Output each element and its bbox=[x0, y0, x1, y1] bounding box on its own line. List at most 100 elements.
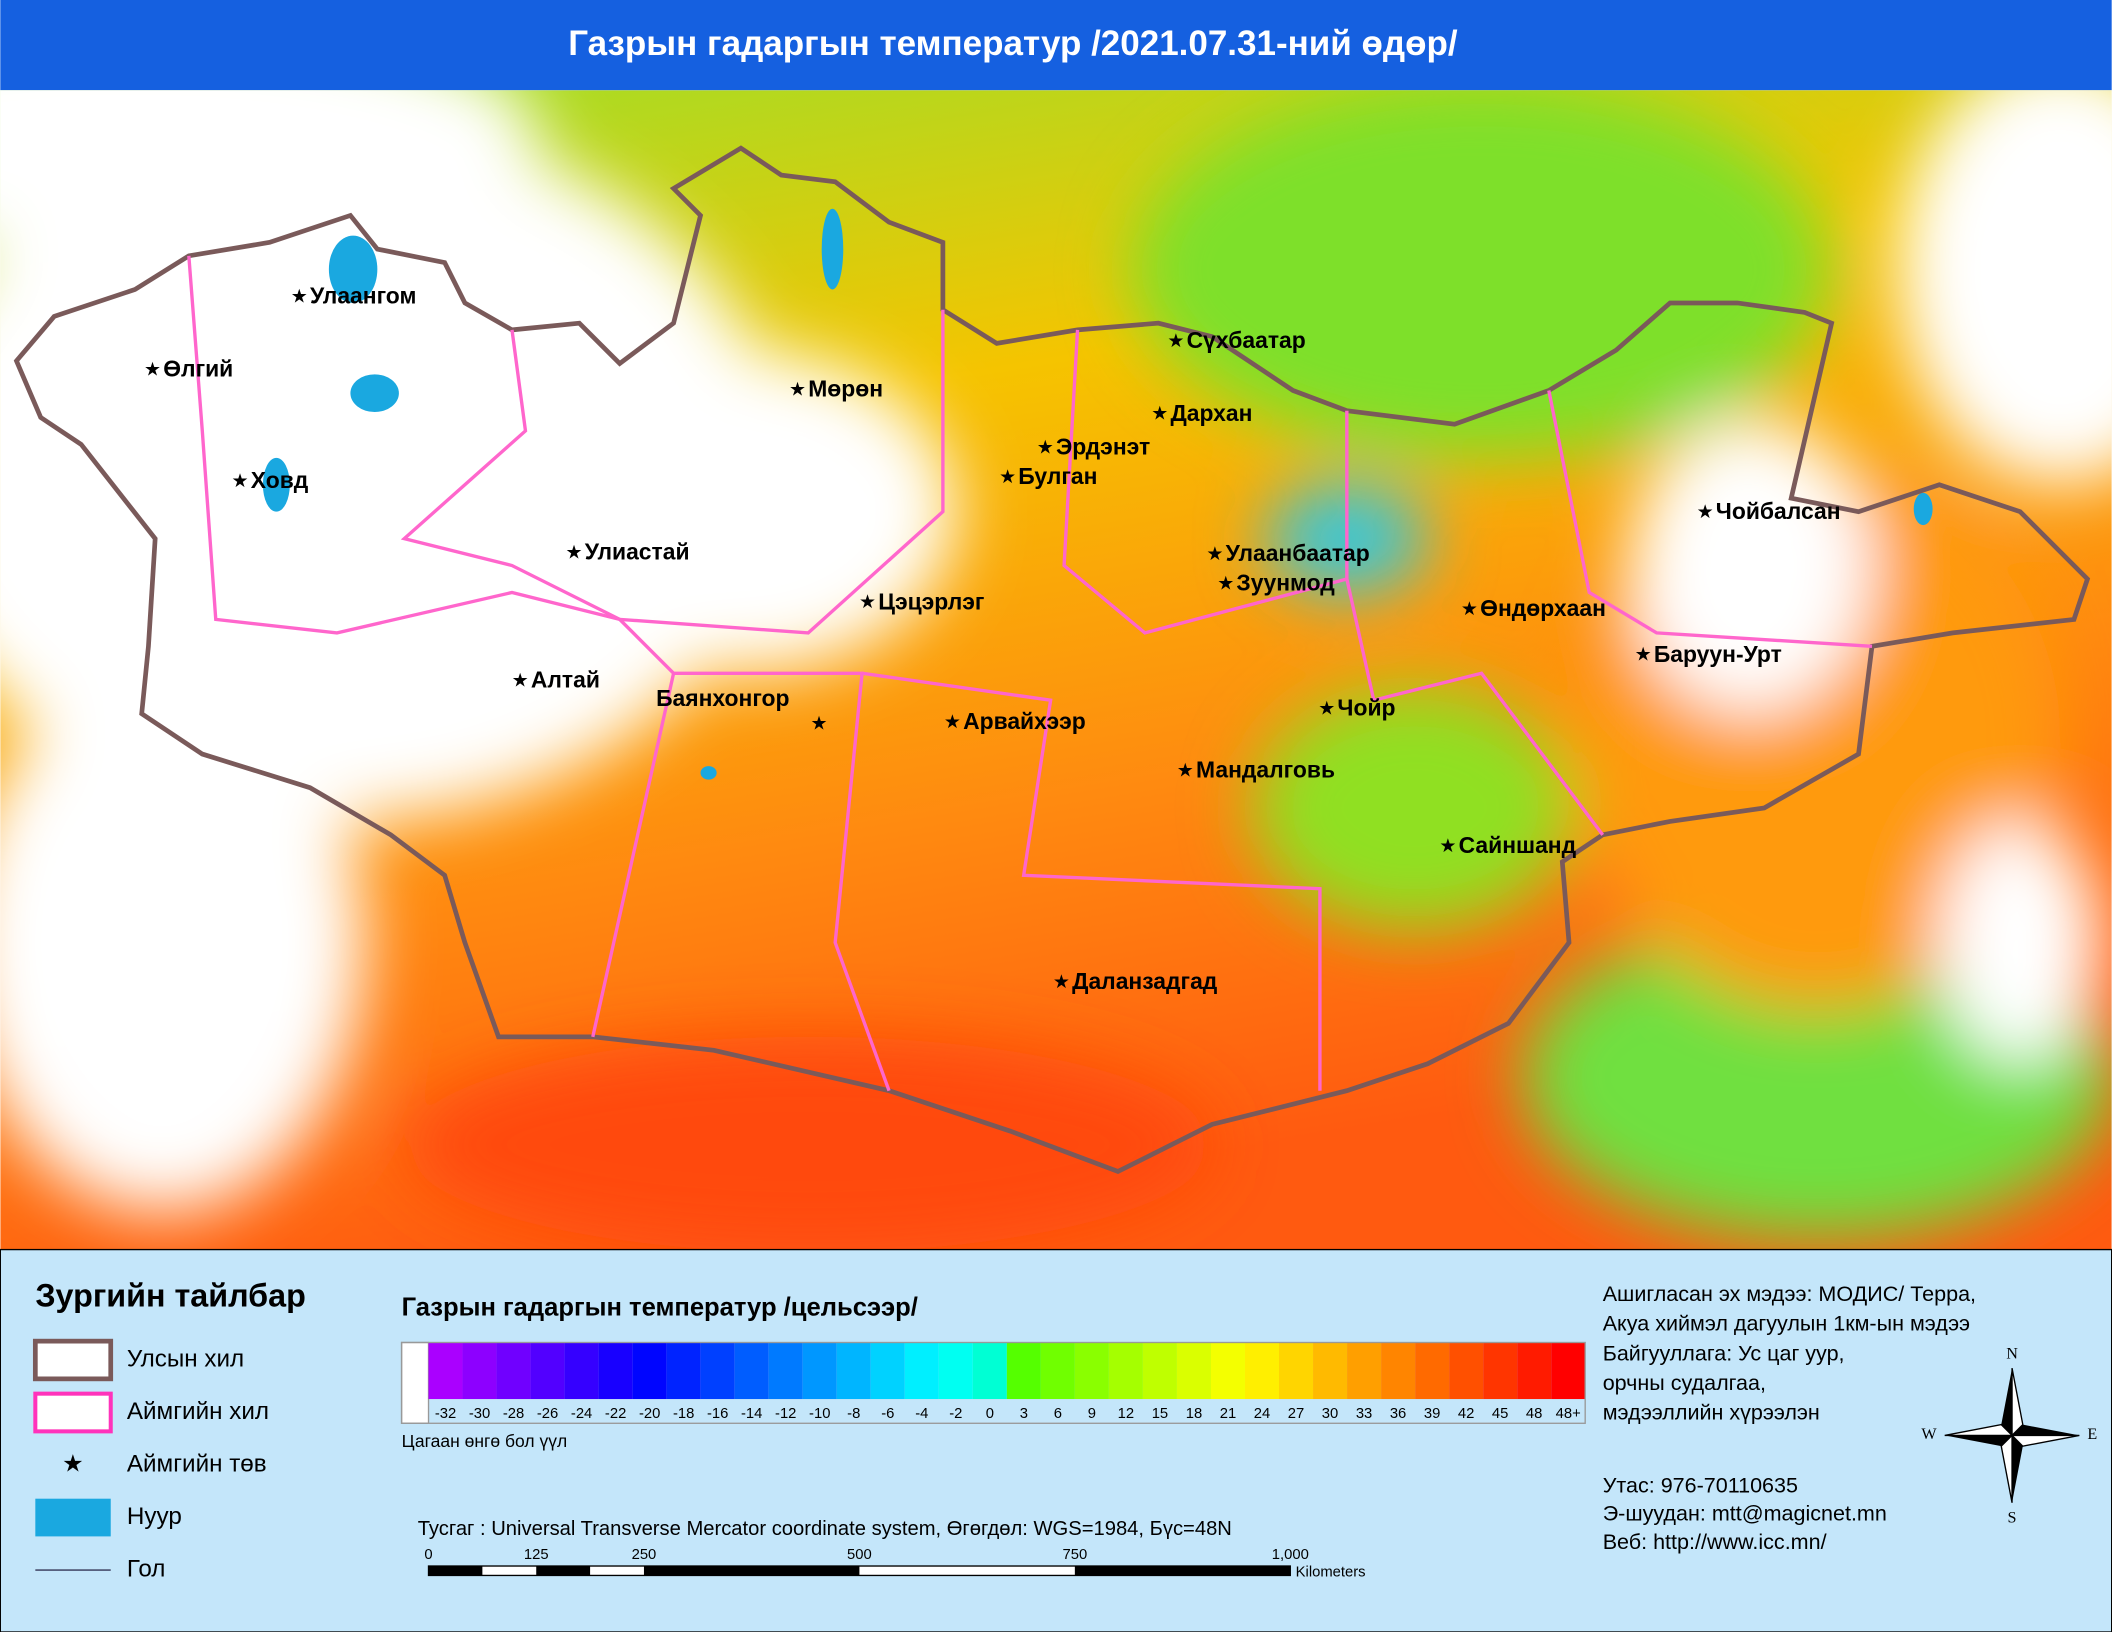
city-label: Ховд bbox=[251, 467, 309, 493]
city-star: ★ bbox=[1151, 403, 1168, 424]
colorbar-cell bbox=[1074, 1342, 1109, 1400]
colorbar-cell bbox=[598, 1342, 633, 1400]
city-star: ★ bbox=[944, 711, 961, 732]
colorbar-label: -12 bbox=[775, 1406, 796, 1422]
city-label: Чойбалсан bbox=[1716, 498, 1841, 524]
header bbox=[0, 0, 2112, 91]
colorbar-label: 0 bbox=[986, 1406, 994, 1422]
colorbar-label: 39 bbox=[1424, 1406, 1440, 1422]
colorbar-note: Цагаан өнгө бол үүл bbox=[402, 1431, 568, 1451]
compass-label: E bbox=[2087, 1426, 2097, 1443]
city-star: ★ bbox=[859, 591, 876, 612]
colorbar-label: -2 bbox=[949, 1406, 962, 1422]
contact-line: Утас: 976-70110635 bbox=[1603, 1473, 1798, 1497]
legend-item: Нуур bbox=[127, 1503, 182, 1530]
colorbar-cell bbox=[802, 1342, 837, 1400]
colorbar-label: -6 bbox=[881, 1406, 894, 1422]
city-label: Өндөрхаан bbox=[1480, 595, 1606, 621]
colorbar-cell bbox=[1142, 1342, 1177, 1400]
colorbar-cell bbox=[1006, 1342, 1041, 1400]
colorbar-cell bbox=[1517, 1342, 1552, 1400]
city-star: ★ bbox=[565, 541, 582, 562]
legend-swatch bbox=[32, 1338, 114, 1382]
colorbar-cell bbox=[530, 1342, 565, 1400]
colorbar-cell bbox=[938, 1342, 973, 1400]
colorbar-cell bbox=[1210, 1342, 1245, 1400]
colorbar-label: -24 bbox=[571, 1406, 592, 1422]
colorbar-label: 9 bbox=[1088, 1406, 1096, 1422]
city-label: Баянхонгор bbox=[656, 685, 789, 711]
source-line: Акуа хиймэл дагуулын 1км-ын мэдээ bbox=[1603, 1312, 1970, 1336]
source-line: Байгууллага: Ус цаг уур, bbox=[1603, 1341, 1845, 1365]
city-star: ★ bbox=[1461, 598, 1478, 619]
scalebar-label: 0 bbox=[424, 1547, 432, 1563]
colorbar-label: 36 bbox=[1390, 1406, 1406, 1422]
scalebar-segment bbox=[1074, 1566, 1291, 1576]
colorbar-cell bbox=[700, 1342, 735, 1400]
city-label: Чойр bbox=[1337, 695, 1395, 721]
city-label: Мандалговь bbox=[1196, 757, 1335, 783]
city-label: Сайншанд bbox=[1459, 832, 1577, 858]
city-star: ★ bbox=[1697, 501, 1714, 522]
compass-label: N bbox=[2006, 1345, 2018, 1362]
scalebar-label: 1,000 bbox=[1272, 1547, 1309, 1563]
city-star: ★ bbox=[1206, 543, 1223, 564]
legend-swatch bbox=[33, 1391, 113, 1434]
colorbar-label: -16 bbox=[707, 1406, 728, 1422]
city-star: ★ bbox=[291, 286, 308, 307]
colorbar-label: 30 bbox=[1322, 1406, 1338, 1422]
colorbar-cell bbox=[428, 1342, 463, 1400]
legend-item: Аймгийн хил bbox=[127, 1398, 269, 1425]
colorbar-cell bbox=[496, 1342, 531, 1400]
colorbar-label: -8 bbox=[847, 1406, 860, 1422]
contact-line: Э-шуудан: mtt@magicnet.mn bbox=[1603, 1502, 1887, 1526]
city-label: Улиастай bbox=[585, 538, 690, 564]
source-line: Ашигласан эх мэдээ: МОДИС/ Терра, bbox=[1603, 1282, 1976, 1306]
colorbar-cell bbox=[836, 1342, 871, 1400]
projection: Тусгаг : Universal Transverse Mercator c… bbox=[418, 1518, 1232, 1540]
colorbar-frame bbox=[400, 1341, 1586, 1424]
city-label: Сүхбаатар bbox=[1187, 327, 1306, 353]
contact-line: Веб: http://www.icc.mn/ bbox=[1603, 1530, 1827, 1554]
city-label: Цэцэрлэг bbox=[878, 588, 984, 614]
city-star: ★ bbox=[999, 466, 1016, 487]
city-label: Дархан bbox=[1170, 400, 1252, 426]
colorbar-cell bbox=[1483, 1342, 1518, 1400]
city-label: Өлгий bbox=[163, 355, 233, 381]
colorbar-cell bbox=[904, 1342, 939, 1400]
city-star: ★ bbox=[512, 669, 529, 690]
colorbar-label: 48 bbox=[1526, 1406, 1542, 1422]
colorbar-cell bbox=[1108, 1342, 1143, 1400]
colorbar-label: -22 bbox=[605, 1406, 626, 1422]
colorbar-cell bbox=[1347, 1342, 1382, 1400]
colorbar-label: 18 bbox=[1186, 1406, 1202, 1422]
city-star: ★ bbox=[1177, 760, 1194, 781]
city-star: ★ bbox=[232, 470, 249, 491]
colorbar-label: 27 bbox=[1288, 1406, 1304, 1422]
colorbar-cell bbox=[1279, 1342, 1314, 1400]
colorbar-cell bbox=[768, 1342, 803, 1400]
city-star: ★ bbox=[1053, 971, 1070, 992]
colorbar-label: 6 bbox=[1054, 1406, 1062, 1422]
national-border bbox=[13, 145, 2091, 1175]
colorbar-cell bbox=[1040, 1342, 1075, 1400]
province-borders bbox=[187, 255, 1873, 1092]
city-label: Мөрөн bbox=[808, 376, 883, 402]
city-star: ★ bbox=[1037, 436, 1054, 457]
scalebar-label: 500 bbox=[847, 1547, 872, 1563]
scalebar-segment bbox=[643, 1566, 860, 1576]
city-star: ★ bbox=[144, 358, 161, 379]
legend-swatch bbox=[35, 1498, 111, 1537]
colorbar-label: -18 bbox=[673, 1406, 694, 1422]
city-label: Алтай bbox=[531, 666, 600, 692]
colorbar-label: -30 bbox=[469, 1406, 490, 1422]
city-label: Эрдэнэт bbox=[1056, 433, 1150, 459]
city-star: ★ bbox=[1217, 572, 1234, 593]
legend-item: Гол bbox=[127, 1555, 166, 1582]
city-star: ★ bbox=[811, 712, 828, 733]
colorbar-label: 15 bbox=[1152, 1406, 1168, 1422]
city-star: ★ bbox=[789, 378, 806, 399]
colorbar-cell bbox=[1176, 1342, 1211, 1400]
